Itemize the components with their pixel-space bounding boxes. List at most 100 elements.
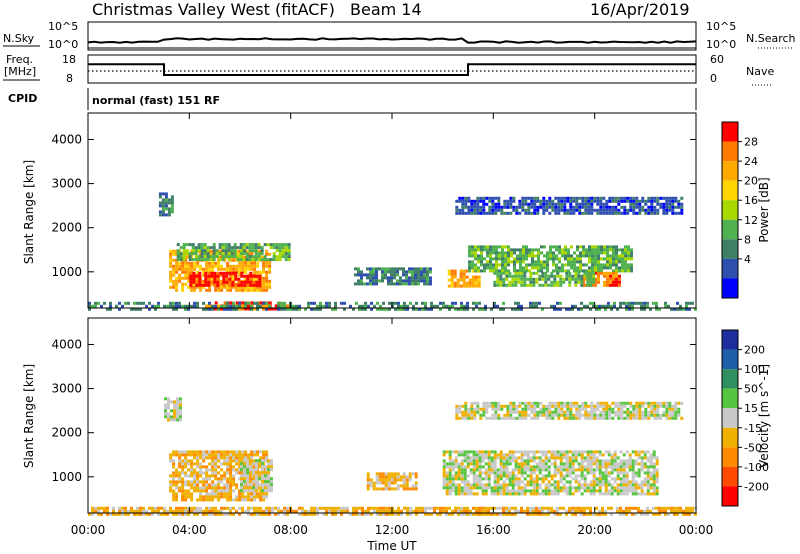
range-gate-cell <box>619 489 623 493</box>
range-gate-cell <box>214 483 218 487</box>
range-gate-cell <box>509 205 513 209</box>
range-gate-cell <box>91 506 94 510</box>
range-gate-cell <box>547 480 551 484</box>
range-gate-cell <box>544 512 547 516</box>
range-gate-cell <box>178 301 181 305</box>
range-gate-cell <box>635 416 639 420</box>
range-gate-cell <box>313 506 316 510</box>
range-gate-cell <box>200 252 204 256</box>
range-gate-cell <box>244 495 248 499</box>
range-gate-cell <box>262 453 266 457</box>
range-gate-cell <box>167 418 170 422</box>
range-gate-cell <box>518 202 522 206</box>
range-gate-cell <box>223 301 227 305</box>
range-gate-cell <box>238 450 242 454</box>
range-gate-cell <box>240 465 243 469</box>
range-gate-cell <box>562 453 566 457</box>
range-gate-cell <box>164 201 168 205</box>
range-gate-cell <box>532 283 536 287</box>
range-gate-cell <box>655 459 659 463</box>
range-gate-cell <box>196 285 200 289</box>
range-gate-cell <box>217 465 221 469</box>
range-gate-cell <box>458 404 462 408</box>
range-gate-cell <box>322 506 325 510</box>
range-gate-cell <box>472 307 475 311</box>
range-gate-cell <box>628 453 632 457</box>
range-gate-cell <box>582 248 585 252</box>
range-gate-cell <box>124 301 127 305</box>
range-gate-cell <box>287 252 291 256</box>
range-gate-cell <box>175 279 179 283</box>
range-gate-cell <box>220 279 224 283</box>
range-gate-cell <box>164 195 168 199</box>
range-gate-cell <box>184 483 188 487</box>
range-gate-cell <box>208 512 211 516</box>
range-gate-cell <box>414 279 417 283</box>
range-gate-cell <box>390 475 394 479</box>
range-gate-cell <box>178 261 182 265</box>
range-gate-cell <box>205 304 208 308</box>
range-gate-cell <box>535 277 539 281</box>
range-gate-cell <box>532 456 536 460</box>
range-gate-cell <box>620 404 624 408</box>
range-gate-cell <box>574 506 577 510</box>
range-gate-cell <box>581 196 585 200</box>
range-gate-cell <box>179 252 183 256</box>
range-gate-cell <box>109 307 112 311</box>
range-gate-cell <box>477 284 481 288</box>
range-gate-cell <box>493 492 497 496</box>
range-gate-cell <box>592 274 596 278</box>
range-gate-cell <box>259 304 262 308</box>
range-gate-cell <box>387 267 390 271</box>
range-gate-cell <box>571 453 575 457</box>
range-gate-cell <box>106 307 109 311</box>
range-gate-cell <box>467 196 471 200</box>
nsky-tick-bottom-left: 10^0 <box>48 38 78 51</box>
range-gate-cell <box>322 304 325 308</box>
range-gate-cell <box>544 456 548 460</box>
range-gate-cell <box>268 264 272 268</box>
range-gate-cell <box>574 456 578 460</box>
range-gate-cell <box>505 274 509 278</box>
range-gate-cell <box>563 202 567 206</box>
range-gate-cell <box>235 468 239 472</box>
range-gate-cell <box>267 468 270 472</box>
range-gate-cell <box>232 450 236 454</box>
range-gate-cell <box>406 304 409 308</box>
range-gate-cell <box>490 506 493 510</box>
range-gate-cell <box>175 506 178 510</box>
range-gate-cell <box>244 456 248 460</box>
range-gate-cell <box>439 506 442 510</box>
range-gate-cell <box>526 509 529 513</box>
x-tick-label: 00:00 <box>71 523 106 537</box>
range-gate-cell <box>532 471 536 475</box>
range-gate-cell <box>475 301 478 305</box>
range-gate-cell <box>472 459 476 463</box>
range-gate-cell <box>562 468 566 472</box>
range-gate-cell <box>545 404 549 408</box>
range-gate-cell <box>178 453 182 457</box>
range-gate-cell <box>260 258 264 262</box>
range-gate-cell <box>151 509 154 513</box>
range-gate-cell <box>682 509 685 513</box>
range-gate-cell <box>691 301 694 305</box>
range-gate-cell <box>668 196 672 200</box>
range-gate-cell <box>220 474 224 478</box>
range-gate-cell <box>622 468 626 472</box>
range-gate-cell <box>161 210 165 214</box>
range-gate-cell <box>649 465 653 469</box>
range-gate-cell <box>581 413 585 417</box>
range-gate-cell <box>247 456 251 460</box>
range-gate-cell <box>246 462 249 466</box>
range-gate-cell <box>538 277 542 281</box>
range-gate-cell <box>463 459 467 463</box>
range-gate-cell <box>178 276 182 280</box>
range-gate-cell <box>187 509 190 513</box>
range-gate-cell <box>530 205 534 209</box>
range-gate-cell <box>217 307 220 311</box>
range-gate-cell <box>611 416 615 420</box>
range-gate-cell <box>631 301 634 305</box>
range-gate-cell <box>211 282 215 286</box>
range-gate-cell <box>538 450 542 454</box>
